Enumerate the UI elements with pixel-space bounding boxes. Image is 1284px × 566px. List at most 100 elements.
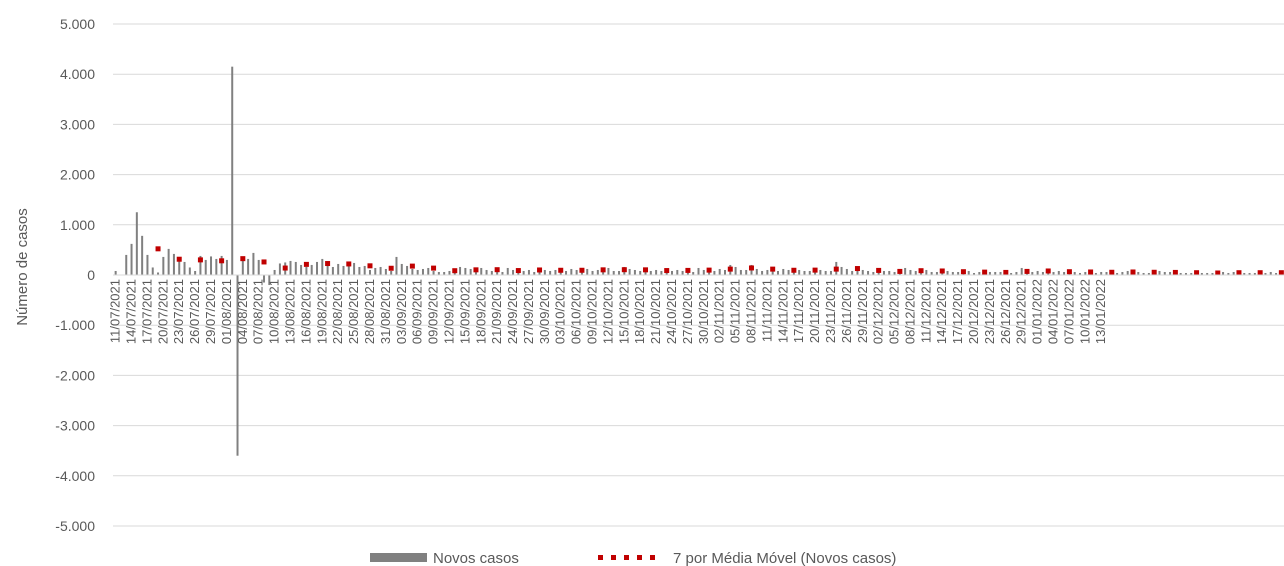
- bar: [1047, 271, 1050, 275]
- bar: [660, 270, 663, 275]
- bar: [973, 272, 976, 275]
- bar: [856, 268, 859, 275]
- bar: [315, 261, 318, 275]
- bar: [1142, 272, 1145, 275]
- y-tick-label: 4.000: [60, 66, 95, 82]
- x-tick-label: 20/07/2021: [155, 279, 170, 344]
- moving-average-point: [473, 267, 479, 273]
- bar: [162, 256, 165, 275]
- bar: [957, 271, 960, 275]
- bar: [1264, 272, 1267, 275]
- x-tick-label: 30/10/2021: [696, 279, 711, 344]
- bar: [1206, 272, 1209, 275]
- legend-dot: [624, 555, 629, 560]
- moving-average-point: [812, 267, 818, 273]
- bar: [591, 270, 594, 275]
- x-tick-label: 09/09/2021: [426, 279, 441, 344]
- bar: [1010, 272, 1013, 275]
- bar: [782, 268, 785, 275]
- bar: [490, 270, 493, 275]
- bar: [755, 268, 758, 275]
- bar: [618, 270, 621, 275]
- x-tick-label: 21/10/2021: [648, 279, 663, 344]
- x-tick-label: 24/10/2021: [664, 279, 679, 344]
- x-tick-label: 29/07/2021: [203, 279, 218, 344]
- x-tick-label: 06/09/2021: [410, 279, 425, 344]
- bar: [549, 270, 552, 275]
- bar: [681, 270, 684, 275]
- x-tick-label: 20/12/2021: [966, 279, 981, 344]
- x-tick-label: 17/12/2021: [950, 279, 965, 344]
- moving-average-point: [1024, 268, 1030, 274]
- bar: [480, 267, 483, 275]
- x-tick-label: 16/08/2021: [298, 279, 313, 344]
- bar: [453, 271, 456, 275]
- x-tick-label: 20/11/2021: [807, 279, 822, 343]
- x-tick-label: 28/08/2021: [362, 279, 377, 344]
- bar: [1052, 271, 1055, 275]
- bar: [697, 267, 700, 275]
- bar: [342, 265, 345, 275]
- bar: [522, 270, 525, 275]
- bar: [723, 269, 726, 275]
- bar: [215, 258, 218, 275]
- bar: [337, 263, 340, 275]
- moving-average-point: [1236, 270, 1242, 276]
- bar: [718, 268, 721, 275]
- bar: [363, 265, 366, 275]
- bar: [575, 269, 578, 275]
- legend-dot: [650, 555, 655, 560]
- x-tick-label: 13/08/2021: [283, 279, 298, 344]
- bar: [655, 269, 658, 275]
- moving-average-point: [176, 256, 182, 262]
- bar: [543, 269, 546, 275]
- bar: [1121, 271, 1124, 275]
- x-tick-label: 15/09/2021: [457, 279, 472, 344]
- bar: [527, 269, 530, 275]
- bar: [421, 268, 424, 275]
- y-tick-label: -4.000: [55, 468, 95, 484]
- bar: [628, 268, 631, 275]
- x-tick-label: 12/10/2021: [600, 279, 615, 344]
- moving-average-point: [1109, 269, 1115, 275]
- bar: [766, 269, 769, 275]
- bar: [633, 269, 636, 275]
- bar: [798, 269, 801, 275]
- bar: [347, 264, 350, 275]
- x-tick-label: 13/01/2022: [1093, 279, 1108, 344]
- bar: [432, 270, 435, 275]
- bar: [676, 269, 679, 275]
- x-tick-label: 24/09/2021: [505, 279, 520, 344]
- bar: [930, 271, 933, 275]
- bar: [1227, 272, 1230, 275]
- bar: [135, 212, 138, 275]
- moving-average-point: [1257, 270, 1263, 276]
- y-axis-ticks: 5.000 4.000 3.000 2.000 1.000 0 -1.000 -2.000 -3…: [55, 16, 95, 534]
- bar: [946, 270, 949, 275]
- bar: [819, 269, 822, 275]
- bar: [331, 266, 334, 275]
- bar: [225, 259, 228, 275]
- bar: [882, 270, 885, 275]
- bar: [1190, 272, 1193, 275]
- bar: [1211, 272, 1214, 275]
- x-tick-label: 21/09/2021: [489, 279, 504, 344]
- bar: [888, 270, 891, 275]
- x-tick-label: 27/09/2021: [521, 279, 536, 344]
- moving-average-point: [1066, 269, 1072, 275]
- bar: [1073, 271, 1076, 275]
- x-tick-label: 23/11/2021: [823, 279, 838, 343]
- x-tick-label: 10/01/2022: [1077, 279, 1092, 344]
- y-tick-label: -2.000: [55, 367, 95, 383]
- bar: [840, 266, 843, 275]
- moving-average-point: [1130, 269, 1136, 275]
- bar: [157, 272, 160, 275]
- moving-average-point: [431, 265, 437, 271]
- legend-dot: [637, 555, 642, 560]
- bar: [199, 255, 202, 275]
- bar: [459, 266, 462, 275]
- legend-dot: [611, 555, 616, 560]
- bar: [829, 270, 832, 275]
- bar: [114, 270, 117, 275]
